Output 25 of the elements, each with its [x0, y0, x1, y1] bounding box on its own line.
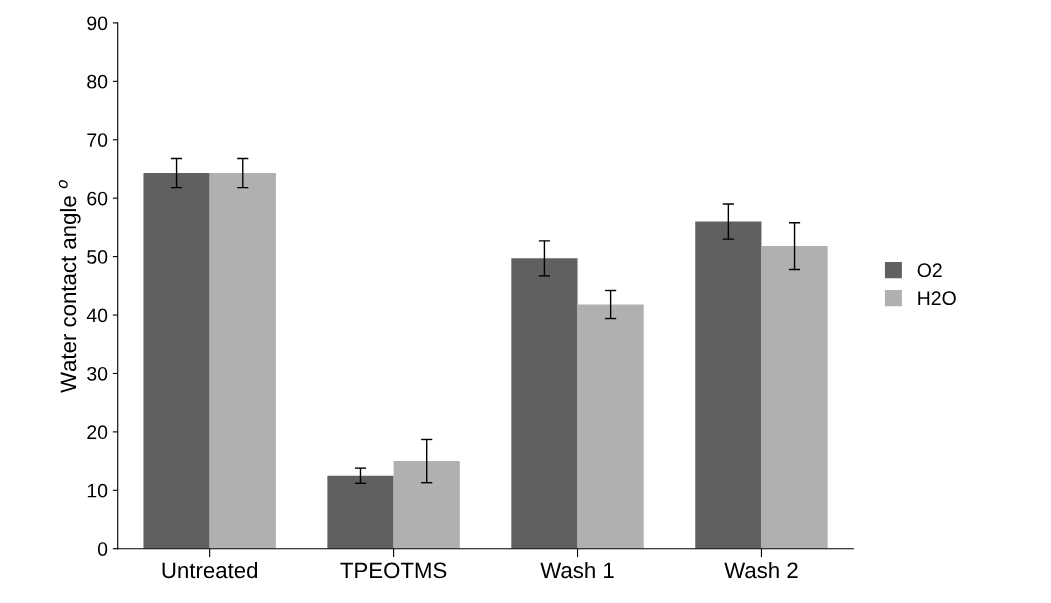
bar: [511, 258, 578, 549]
x-tick-label: TPEOTMS: [340, 562, 447, 579]
legend-label: H2O: [918, 291, 956, 306]
y-tick-label: 50: [87, 250, 108, 264]
legend-label: O2: [917, 263, 942, 278]
y-tick-label: 80: [87, 74, 108, 89]
bar: [695, 221, 762, 549]
bar: [393, 461, 460, 549]
y-tick-label: 40: [86, 308, 108, 323]
x-tick-label: Wash 1: [540, 561, 614, 579]
bar: [761, 246, 828, 549]
bar: [143, 173, 210, 549]
y-tick-label: 30: [87, 366, 108, 381]
y-tick-label: 20: [87, 425, 108, 440]
y-axis-title: Water contact angle $^{o}$: [58, 180, 81, 393]
y-tick-label: 70: [87, 133, 108, 147]
bar: [327, 475, 394, 549]
bar: [577, 304, 644, 549]
y-tick-label: 10: [87, 483, 108, 498]
x-tick-label: Wash 2: [724, 561, 798, 579]
y-tick-label: 0: [97, 542, 108, 556]
y-tick-label: 90: [87, 16, 108, 31]
y-tick-label: 60: [87, 191, 108, 206]
bar: [209, 173, 276, 549]
x-tick-label: Untreated: [162, 561, 258, 579]
